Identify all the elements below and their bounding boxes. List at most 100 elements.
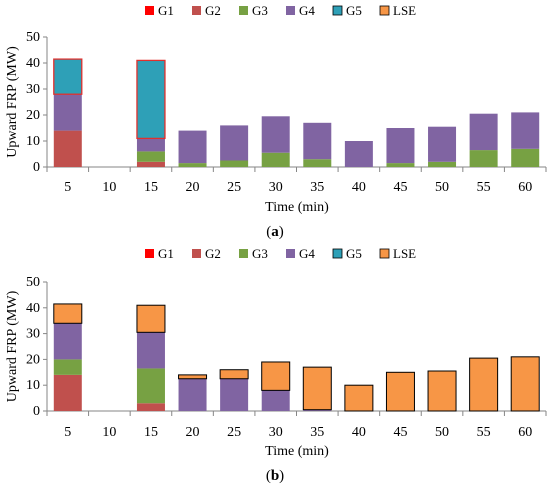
panel-a-x-tick-label: 10 xyxy=(102,180,116,195)
panel-a-legend-label-g1: G1 xyxy=(158,3,174,18)
panel-a-legend-swatch-g1 xyxy=(145,6,154,15)
panel-b-legend-label-g1: G1 xyxy=(158,246,174,261)
panel-a-x-tick-label: 15 xyxy=(144,180,158,195)
panel-a-legend-swatch-g5 xyxy=(332,5,343,16)
panel-a-x-tick-label: 40 xyxy=(352,180,366,195)
panel-b-legend-swatch-g4 xyxy=(286,249,295,258)
panel-b-y-axis-label: Upward FRP (MW) xyxy=(5,290,20,402)
panel-b-bar-g2-t15 xyxy=(136,403,165,411)
panel-a-bar-g4-t5 xyxy=(53,94,82,131)
panel-b-bar-lse-t45 xyxy=(385,371,415,412)
panel-b-bar-lse-t40 xyxy=(344,384,374,412)
panel-b-legend-label-g2: G2 xyxy=(205,246,221,261)
panel-a-legend-swatch-g2 xyxy=(192,6,201,15)
panel-a-bar-g2-t5 xyxy=(53,130,82,167)
panel-b-bar-g4-t20 xyxy=(178,378,207,411)
panel-b-legend-label-g4: G4 xyxy=(299,246,315,261)
panel-a-legend-swatch-g4 xyxy=(286,6,295,15)
panel-a-x-tick-label: 35 xyxy=(310,180,324,195)
panel-a-x-tick-label: 50 xyxy=(435,180,449,195)
panel-a-legend-label-g2: G2 xyxy=(205,3,221,18)
panel-b-legend-label-lse: LSE xyxy=(393,246,416,261)
panel-b-x-tick-label: 35 xyxy=(310,425,324,440)
panel-a-x-tick-label: 60 xyxy=(518,180,532,195)
panel-a-y-tick-label: 50 xyxy=(26,30,40,45)
panel-a-bar-g4-t30 xyxy=(261,116,290,153)
panel-a-bar-g2-t15 xyxy=(136,161,165,167)
panel-a-bar-g3-t20 xyxy=(178,163,207,167)
panel-a-bar-g4-t45 xyxy=(386,128,415,164)
panel-a-x-tick-label: 20 xyxy=(186,180,200,195)
panel-a-y-tick-label: 40 xyxy=(26,56,40,71)
panel-b-x-tick-label: 10 xyxy=(102,425,116,440)
panel-b-bar-g4-t25 xyxy=(220,378,249,411)
panel-b-x-tick-label: 20 xyxy=(186,425,200,440)
panel-b-bar-g4-t30 xyxy=(261,390,290,411)
panel-b-x-tick-label: 45 xyxy=(393,425,407,440)
panel-b-y-tick-label: 20 xyxy=(26,352,40,367)
panel-b-bar-lse-t20 xyxy=(178,374,208,380)
panel-a-legend-label-g3: G3 xyxy=(252,3,268,18)
panel-b-legend-label-g3: G3 xyxy=(252,246,268,261)
panel-b-x-tick-label: 55 xyxy=(477,425,491,440)
panel-a-x-tick-label: 25 xyxy=(227,180,241,195)
panel-a-x-tick-label: 30 xyxy=(269,180,283,195)
panel-a-legend-swatch-g3 xyxy=(239,6,248,15)
panel-b-x-axis-label: Time (min) xyxy=(265,444,329,459)
panel-b-bar-g3-t5 xyxy=(53,359,82,375)
panel-b-y-tick-label: 10 xyxy=(26,378,40,393)
panel-a-y-tick-label: 20 xyxy=(26,108,40,123)
panel-b-legend-swatch-g1 xyxy=(145,249,154,258)
panel-b-x-tick-label: 40 xyxy=(352,425,366,440)
panel-a-y-axis-label: Upward FRP (MW) xyxy=(5,46,20,158)
panel-b-bar-lse-t50 xyxy=(427,370,457,412)
panel-b-bar-lse-t15 xyxy=(136,304,166,333)
panel-b-y-tick-label: 50 xyxy=(26,275,40,290)
panel-b-x-tick-label: 15 xyxy=(144,425,158,440)
panel-a-bar-g5-t5 xyxy=(53,58,83,95)
panel-a-bar-g4-t25 xyxy=(220,125,249,161)
panel-b-bar-g4-t5 xyxy=(53,323,82,360)
panel-a-bar-g3-t50 xyxy=(428,161,457,167)
panel-b-bar-lse-t30 xyxy=(261,361,291,391)
panel-b-x-tick-label: 5 xyxy=(64,425,71,440)
panel-a-x-tick-label: 55 xyxy=(477,180,491,195)
panel-b-bar-lse-t35 xyxy=(302,366,332,411)
panel-a-y-tick-label: 0 xyxy=(33,160,40,175)
panel-b-x-tick-label: 50 xyxy=(435,425,449,440)
panel-a-panel-label: (a) xyxy=(266,224,284,240)
panel-b-panel-label: (b) xyxy=(266,468,284,484)
panel-a-y-tick-label: 30 xyxy=(26,82,40,97)
panel-a-y-tick-label: 10 xyxy=(26,134,40,149)
panel-a-x-axis-label: Time (min) xyxy=(265,200,329,215)
panel-b-legend-swatch-lse xyxy=(379,248,390,259)
panel-a-bar-g4-t60 xyxy=(511,112,540,149)
panel-b-bar-lse-t25 xyxy=(219,369,249,380)
panel-b-x-tick-label: 25 xyxy=(227,425,241,440)
panel-b-bar-lse-t5 xyxy=(53,303,83,324)
panel-b-y-tick-label: 40 xyxy=(26,301,40,316)
panel-b-x-tick-label: 60 xyxy=(518,425,532,440)
panel-a-legend-label-g5: G5 xyxy=(346,3,362,18)
panel-b-bar-g4-t35 xyxy=(303,409,332,411)
panel-a-x-tick-label: 45 xyxy=(393,180,407,195)
panel-b-bar-g2-t5 xyxy=(53,374,82,411)
panel-a-bar-g3-t30 xyxy=(261,152,290,167)
panel-b-y-tick-label: 30 xyxy=(26,327,40,342)
panel-a-bar-g4-t55 xyxy=(469,113,498,151)
panel-b-bar-lse-t60 xyxy=(510,356,540,412)
panel-a-bar-g4-t15 xyxy=(136,138,165,152)
panel-b-legend-swatch-g3 xyxy=(239,249,248,258)
panel-b-bar-g4-t15 xyxy=(136,332,165,369)
panel-a-bar-g3-t45 xyxy=(386,163,415,167)
panel-a-bar-g4-t20 xyxy=(178,130,207,164)
panel-a-bar-g3-t55 xyxy=(469,150,498,167)
panel-a-bar-g3-t25 xyxy=(220,160,249,167)
panel-b-bar-lse-t55 xyxy=(469,357,499,412)
panel-a-bar-g3-t15 xyxy=(136,151,165,162)
panel-b-x-tick-label: 30 xyxy=(269,425,283,440)
panel-a-bar-g4-t40 xyxy=(344,141,373,167)
panel-a-legend-label-g4: G4 xyxy=(299,3,315,18)
panel-a-legend-label-lse: LSE xyxy=(393,3,416,18)
